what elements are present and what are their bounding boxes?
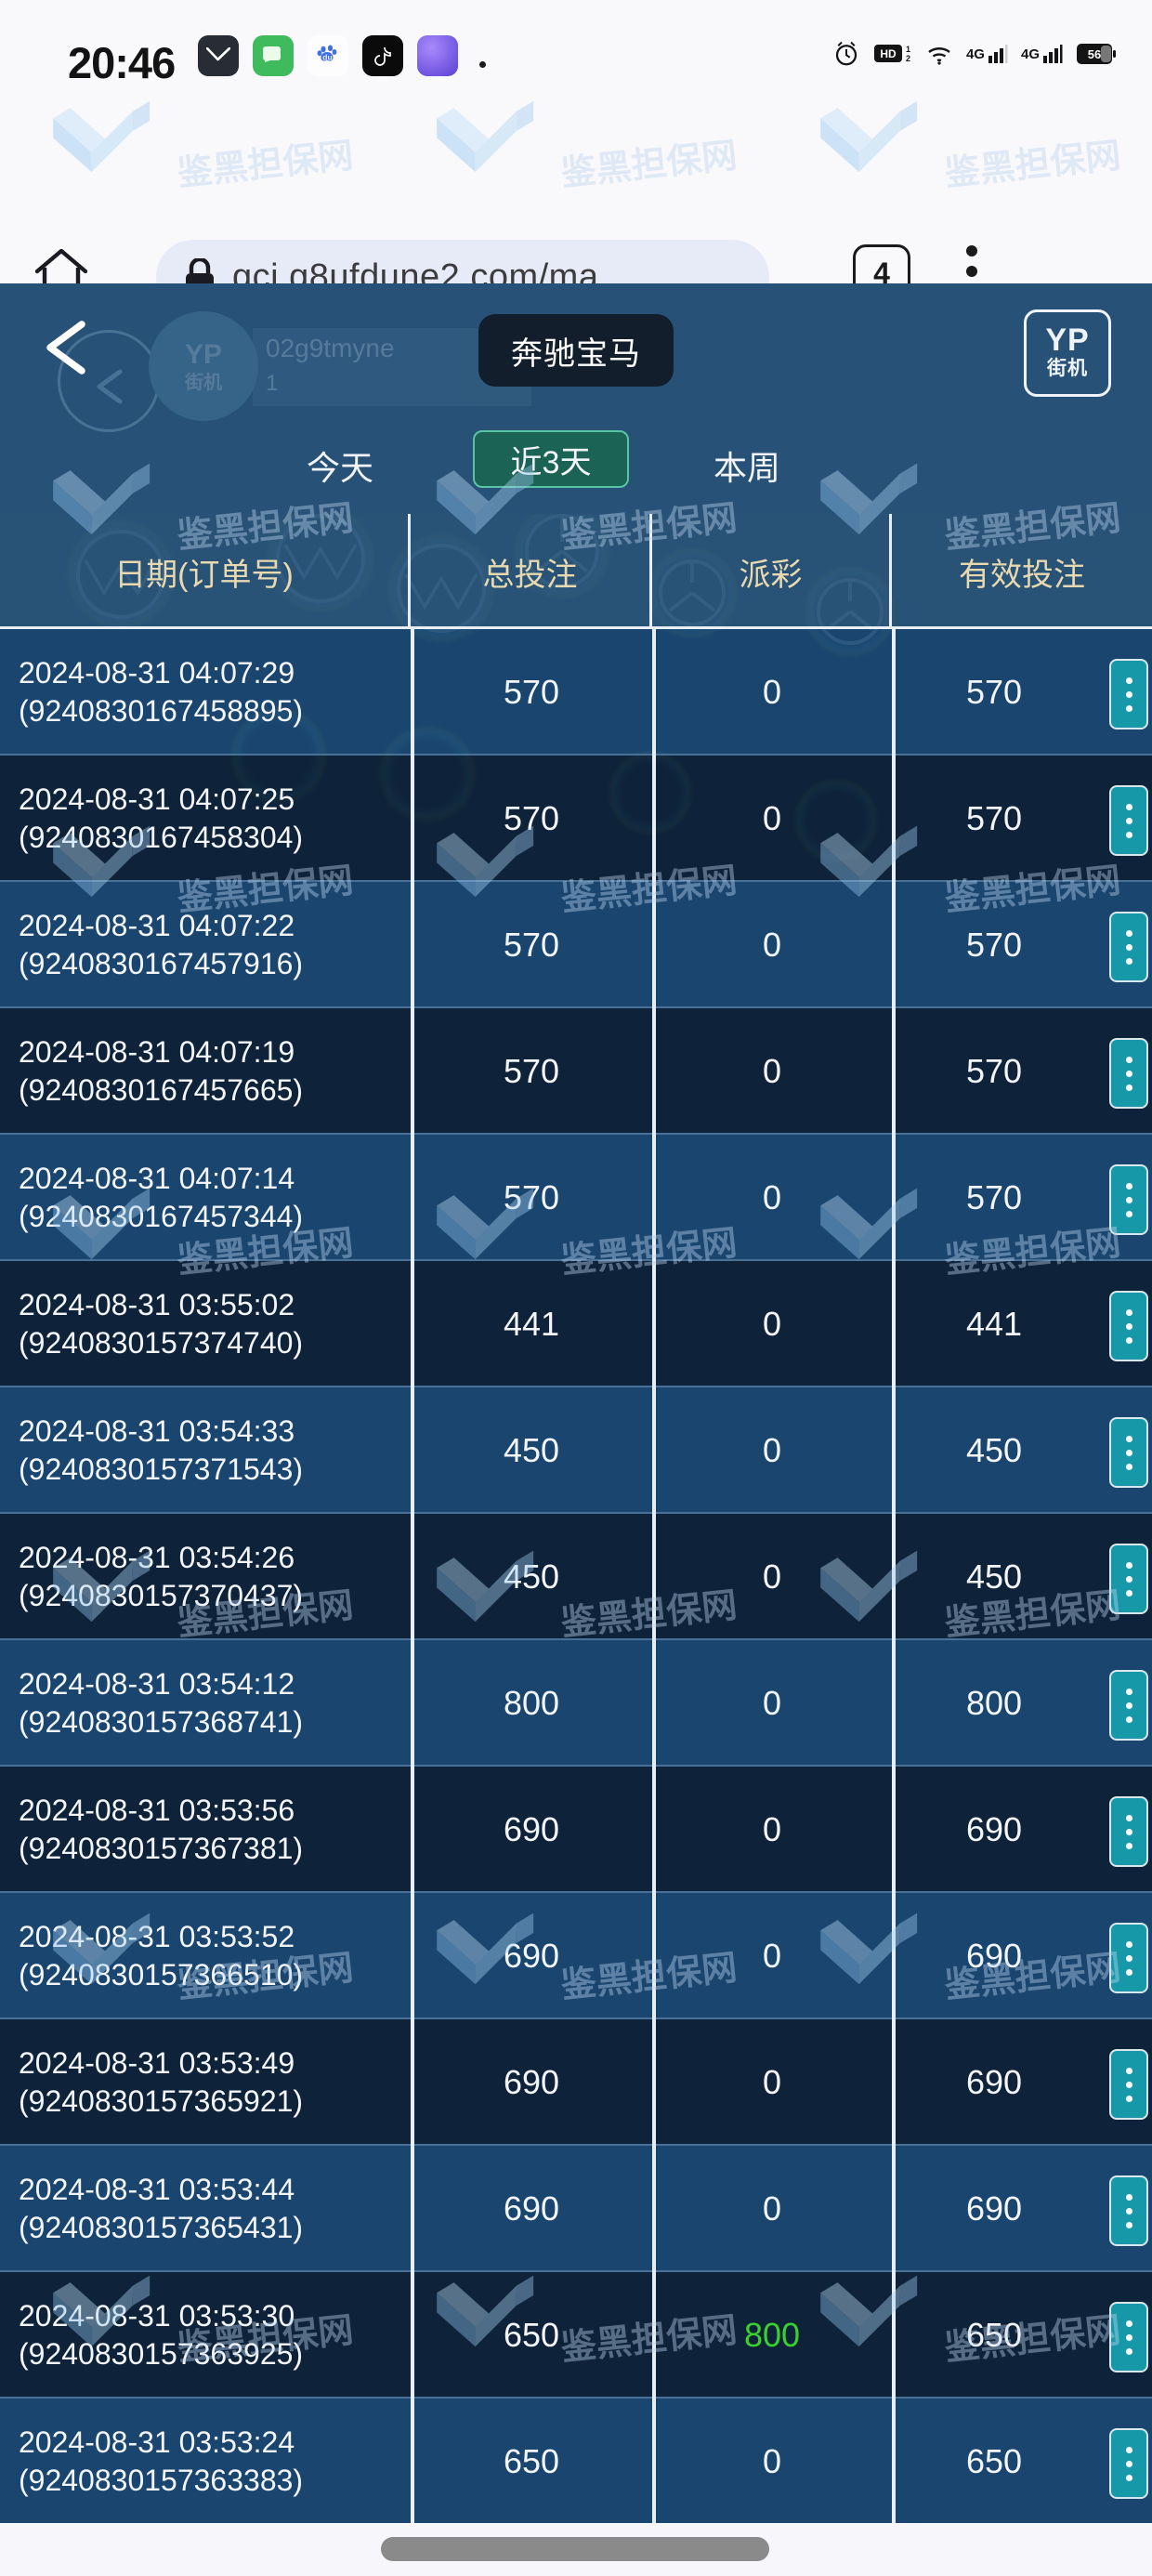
svg-text:56: 56 [1088,47,1101,61]
svg-text:1: 1 [906,45,910,54]
svg-text:HD: HD [880,47,897,60]
svg-text:du: du [322,53,332,62]
svg-text:2: 2 [906,54,910,63]
